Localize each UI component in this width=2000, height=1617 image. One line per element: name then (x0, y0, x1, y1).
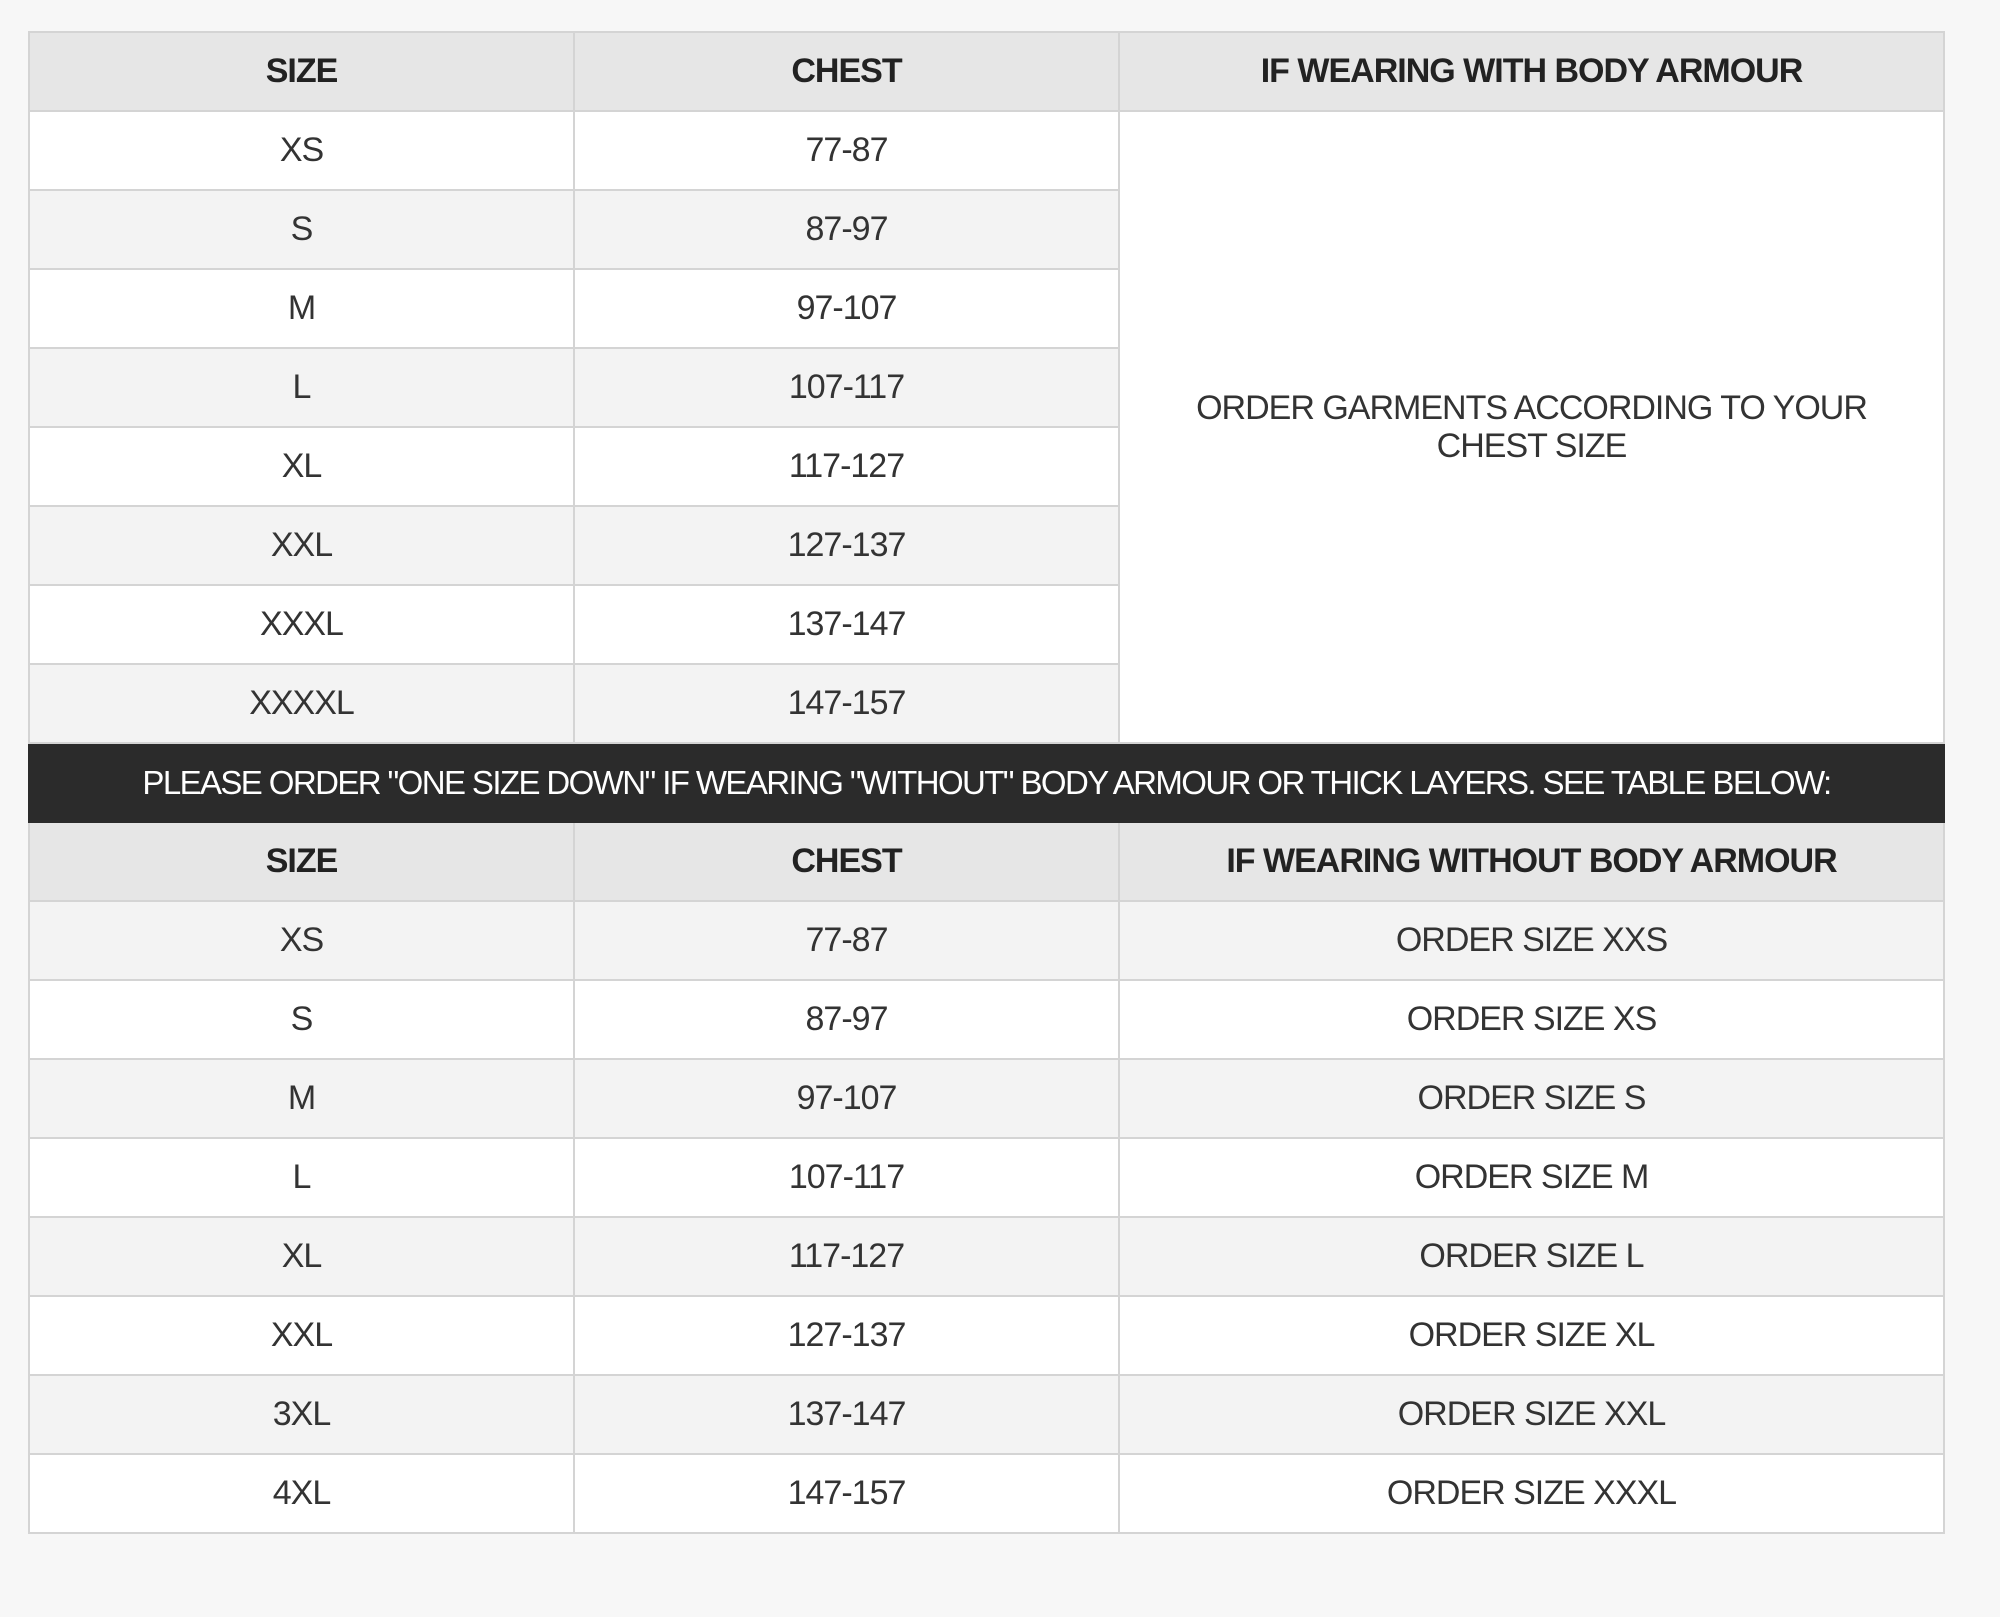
chest-cell: 117-127 (573, 426, 1120, 507)
table1-header-row: SIZE CHEST IF WEARING WITH BODY ARMOUR (28, 31, 1945, 112)
size-chart-table: SIZE CHEST IF WEARING WITH BODY ARMOUR XS 77… (28, 31, 1945, 1534)
table-row: 3XL 137-147 ORDER SIZE XXL (28, 1374, 1945, 1455)
chest-cell: 127-137 (573, 1295, 1120, 1376)
size-cell: XL (28, 1216, 575, 1297)
size-cell: XXL (28, 505, 575, 586)
chest-cell: 137-147 (573, 584, 1120, 665)
chest-cell: 87-97 (573, 189, 1120, 270)
table-row: XXXL 137-147 (28, 584, 1944, 665)
table-row: XL 117-127 ORDER SIZE L (28, 1216, 1945, 1297)
chest-cell: 77-87 (573, 900, 1120, 981)
chest-cell: 97-107 (573, 268, 1120, 349)
size-cell: M (28, 268, 575, 349)
chest-cell: 137-147 (573, 1374, 1120, 1455)
size-cell: 3XL (28, 1374, 575, 1455)
chest-cell: 117-127 (573, 1216, 1120, 1297)
table-row: S 87-97 ORDER SIZE XS (28, 979, 1945, 1060)
size-cell: XL (28, 426, 575, 507)
size-down-banner: PLEASE ORDER "ONE SIZE DOWN" IF WEARING … (28, 742, 1945, 823)
table2-header-row: SIZE CHEST IF WEARING WITHOUT BODY ARMOUR (28, 821, 1945, 902)
size-cell: L (28, 347, 575, 428)
header-fit: IF WEARING WITH BODY ARMOUR (1118, 31, 1945, 112)
table-row: XXL 127-137 ORDER SIZE XL (28, 1295, 1945, 1376)
table-row: XS 77-87 ORDER SIZE XXS (28, 900, 1945, 981)
order-size-cell: ORDER SIZE L (1118, 1216, 1945, 1297)
table-row: XXXXL 147-157 (28, 663, 1944, 744)
order-size-cell: ORDER SIZE XL (1118, 1295, 1945, 1376)
chest-cell: 107-117 (573, 347, 1120, 428)
size-cell: L (28, 1137, 575, 1218)
chest-cell: 97-107 (573, 1058, 1120, 1139)
order-size-cell: ORDER SIZE XXL (1118, 1374, 1945, 1455)
table-row: M 97-107 (28, 268, 1944, 349)
chest-cell: 107-117 (573, 1137, 1120, 1218)
size-cell: XXL (28, 1295, 575, 1376)
header-size: SIZE (28, 31, 575, 112)
header-fit: IF WEARING WITHOUT BODY ARMOUR (1118, 821, 1945, 902)
chest-cell: 127-137 (573, 505, 1120, 586)
body-armour-note: ORDER GARMENTS ACCORDING TO YOUR CHEST S… (1118, 110, 1945, 744)
order-size-cell: ORDER SIZE XS (1118, 979, 1945, 1060)
size-cell: XS (28, 110, 575, 191)
chest-cell: 147-157 (573, 663, 1120, 744)
table-row: XS 77-87 ORDER GARMENTS ACCORDING TO YOUR … (28, 110, 1945, 744)
table-row: XXL 127-137 (28, 505, 1944, 586)
order-size-cell: ORDER SIZE M (1118, 1137, 1945, 1218)
banner-row: PLEASE ORDER "ONE SIZE DOWN" IF WEARING … (28, 742, 1945, 823)
header-chest: CHEST (573, 31, 1120, 112)
size-cell: XXXL (28, 584, 575, 665)
chest-cell: 147-157 (573, 1453, 1120, 1534)
table-row: L 107-117 (28, 347, 1944, 428)
chest-cell: 87-97 (573, 979, 1120, 1060)
size-cell: 4XL (28, 1453, 575, 1534)
table-row: XL 117-127 (28, 426, 1944, 507)
size-cell: S (28, 979, 575, 1060)
size-cell: XS (28, 900, 575, 981)
header-chest: CHEST (573, 821, 1120, 902)
order-size-cell: ORDER SIZE XXXL (1118, 1453, 1945, 1534)
table-row: M 97-107 ORDER SIZE S (28, 1058, 1945, 1139)
order-size-cell: ORDER SIZE S (1118, 1058, 1945, 1139)
size-cell: S (28, 189, 575, 270)
size-cell: M (28, 1058, 575, 1139)
table-row: L 107-117 ORDER SIZE M (28, 1137, 1945, 1218)
chest-cell: 77-87 (573, 110, 1120, 191)
header-size: SIZE (28, 821, 575, 902)
size-cell: XXXXL (28, 663, 575, 744)
table-row: S 87-97 (28, 189, 1944, 270)
table-row: 4XL 147-157 ORDER SIZE XXXL (28, 1453, 1945, 1534)
order-size-cell: ORDER SIZE XXS (1118, 900, 1945, 981)
